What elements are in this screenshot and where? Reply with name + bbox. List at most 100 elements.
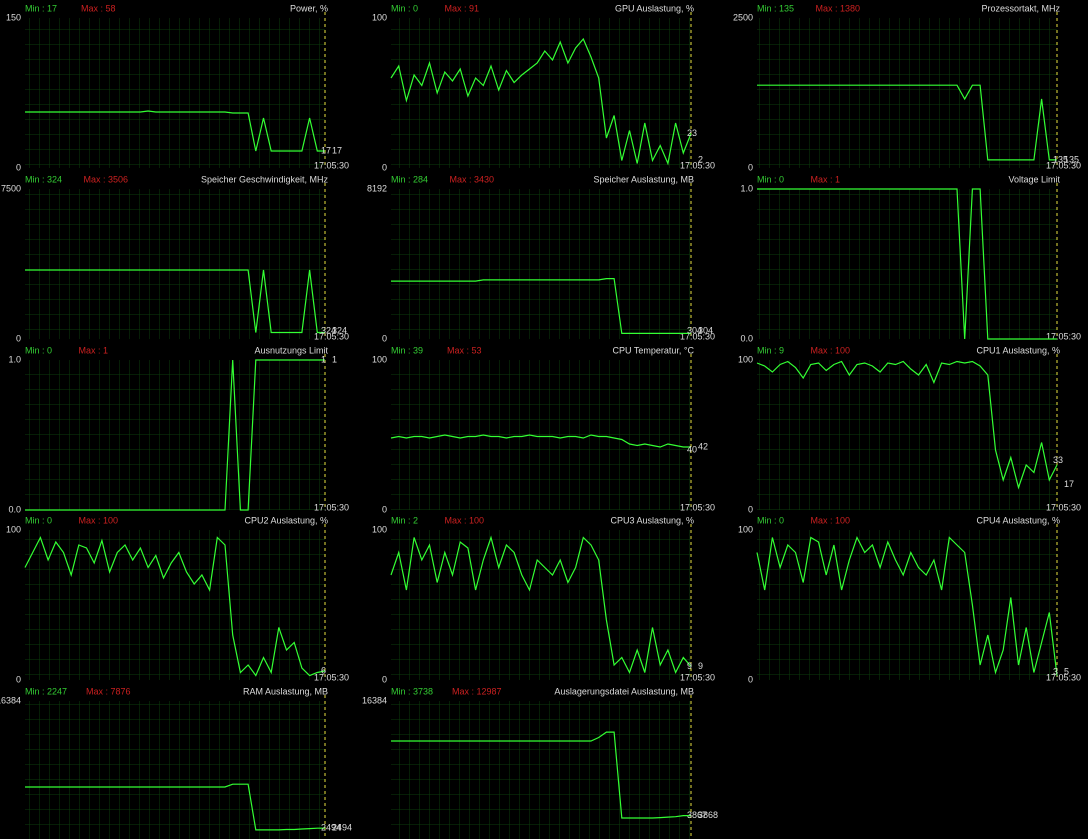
y-tick-label: 0	[382, 504, 387, 514]
max-label: Max : 53	[447, 345, 482, 355]
current-value: 135	[1064, 154, 1079, 164]
max-label: Max : 3430	[450, 174, 495, 184]
time-label: 17:05:30	[314, 502, 349, 512]
time-label: 17:05:30	[680, 331, 715, 341]
chart-title: CPU3 Auslastung, %	[610, 515, 694, 525]
current-value: 17	[321, 145, 331, 155]
current-value: 17	[1064, 479, 1074, 489]
time-label: 17:05:30	[314, 672, 349, 682]
current-value: 324	[332, 325, 347, 335]
y-tick-label: 2500	[733, 12, 753, 22]
plot-grid	[757, 189, 1057, 339]
min-label: Min : 135	[757, 3, 794, 13]
min-label: Min : 0	[25, 515, 52, 525]
max-label: Max : 1380	[816, 3, 861, 13]
min-label: Min : 0	[757, 515, 784, 525]
min-label: Min : 284	[391, 174, 428, 184]
current-value: 33	[1053, 455, 1063, 465]
y-tick-label: 150	[6, 12, 21, 22]
plot-grid	[25, 18, 325, 168]
y-tick-label: 100	[738, 524, 753, 534]
time-label: 17:05:30	[314, 331, 349, 341]
min-label: Min : 9	[757, 345, 784, 355]
time-label: 17:05:30	[680, 160, 715, 170]
y-tick-label: 0	[16, 333, 21, 343]
chart-title: Auslagerungsdatei Auslastung, MB	[554, 686, 694, 696]
y-tick-label: 100	[372, 12, 387, 22]
y-tick-label: 7500	[1, 183, 21, 193]
y-tick-label: 8192	[367, 183, 387, 193]
y-tick-label: 16384	[362, 695, 387, 705]
y-tick-label: 0	[382, 333, 387, 343]
time-label: 17:05:30	[680, 502, 715, 512]
y-tick-label: 0	[748, 504, 753, 514]
max-label: Max : 100	[811, 515, 851, 525]
y-tick-label: 100	[738, 354, 753, 364]
min-label: Min : 3738	[391, 686, 433, 696]
max-label: Max : 100	[811, 345, 851, 355]
max-label: Max : 3506	[84, 174, 129, 184]
chart-title: Voltage Limit	[1008, 174, 1060, 184]
plot-grid	[757, 530, 1057, 680]
y-tick-label: 0	[16, 674, 21, 684]
max-label: Max : 1	[811, 174, 841, 184]
plot-grid	[391, 18, 691, 168]
line	[25, 359, 325, 511]
plot-grid	[391, 530, 691, 680]
chart-title: Speicher Geschwindigkeit, MHz	[201, 174, 329, 184]
time-label: 17:05:30	[1046, 331, 1081, 341]
chart-title: CPU Temperatur, °C	[613, 345, 695, 355]
max-label: Max : 100	[445, 515, 485, 525]
line	[391, 731, 691, 819]
current-value: 3868	[698, 810, 718, 820]
line	[756, 535, 1058, 676]
current-value: 1	[332, 354, 337, 364]
line	[757, 84, 1057, 161]
max-label: Max : 12987	[452, 686, 502, 696]
y-tick-label: 16384	[0, 695, 21, 705]
max-label: Max : 58	[81, 3, 116, 13]
chart-title: Ausnutzungs Limit	[254, 345, 328, 355]
y-tick-label: 100	[6, 524, 21, 534]
line	[757, 188, 1057, 340]
current-value: 304	[698, 325, 713, 335]
chart-title: CPU2 Auslastung, %	[244, 515, 328, 525]
plot-grid	[391, 360, 691, 510]
current-value: 42	[698, 441, 708, 451]
y-tick-label: 0.0	[740, 333, 753, 343]
y-tick-label: 0	[382, 674, 387, 684]
line	[390, 37, 692, 166]
current-value: 2	[698, 154, 703, 164]
time-label: 17:05:30	[680, 672, 715, 682]
min-label: Min : 324	[25, 174, 62, 184]
line	[25, 269, 325, 334]
plot-grid	[757, 360, 1057, 510]
line	[756, 360, 1058, 490]
chart-title: Power, %	[290, 3, 328, 13]
current-value: 1	[321, 354, 326, 364]
min-label: Min : 2	[391, 515, 418, 525]
current-value: 23	[687, 128, 697, 138]
line	[25, 783, 325, 831]
y-tick-label: 0	[748, 674, 753, 684]
y-tick-label: 1.0	[740, 183, 753, 193]
time-label: 17:05:30	[1046, 160, 1081, 170]
current-value: 9	[698, 661, 703, 671]
min-label: Min : 17	[25, 3, 57, 13]
time-label: 17:05:30	[1046, 502, 1081, 512]
current-value: 324	[321, 325, 336, 335]
chart-title: CPU4 Auslastung, %	[976, 515, 1060, 525]
plot-grid	[25, 530, 325, 680]
y-tick-label: 0	[16, 162, 21, 172]
chart-title: Speicher Auslastung, MB	[593, 174, 694, 184]
current-value: 3867	[687, 810, 707, 820]
min-label: Min : 0	[391, 3, 418, 13]
y-tick-label: 100	[372, 354, 387, 364]
current-value: 2494	[321, 823, 341, 833]
max-label: Max : 91	[445, 3, 480, 13]
current-value: 135	[1053, 154, 1068, 164]
current-value: 40	[687, 444, 697, 454]
time-label: 17:05:30	[314, 160, 349, 170]
